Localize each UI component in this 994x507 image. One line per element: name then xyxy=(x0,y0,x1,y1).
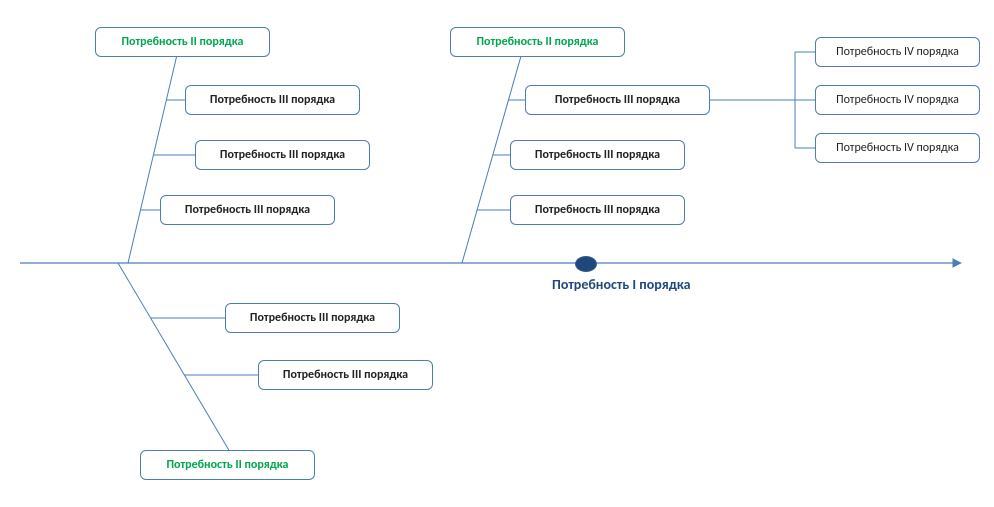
node-level3: Потребность III порядка xyxy=(258,360,433,390)
fishbone-diagram: Потребность I порядка Потребность II пор… xyxy=(0,0,994,507)
node-level3: Потребность III порядка xyxy=(160,195,335,225)
node-level4: Потребность IV порядка xyxy=(815,85,980,115)
node-level2: Потребность II порядка xyxy=(140,450,315,480)
node-level2: Потребность II порядка xyxy=(450,27,625,57)
node-level3: Потребность III порядка xyxy=(185,85,360,115)
node-level4: Потребность IV порядка xyxy=(815,133,980,163)
node-level2: Потребность II порядка xyxy=(95,27,270,57)
spine-label: Потребность I порядка xyxy=(552,276,691,293)
node-level3: Потребность III порядка xyxy=(510,140,685,170)
spine-oval xyxy=(575,256,597,272)
node-level3: Потребность III порядка xyxy=(525,85,710,115)
node-level4: Потребность IV порядка xyxy=(815,37,980,67)
node-level3: Потребность III порядка xyxy=(510,195,685,225)
node-level3: Потребность III порядка xyxy=(225,303,400,333)
node-level3: Потребность III порядка xyxy=(195,140,370,170)
diagram-lines xyxy=(0,0,994,507)
